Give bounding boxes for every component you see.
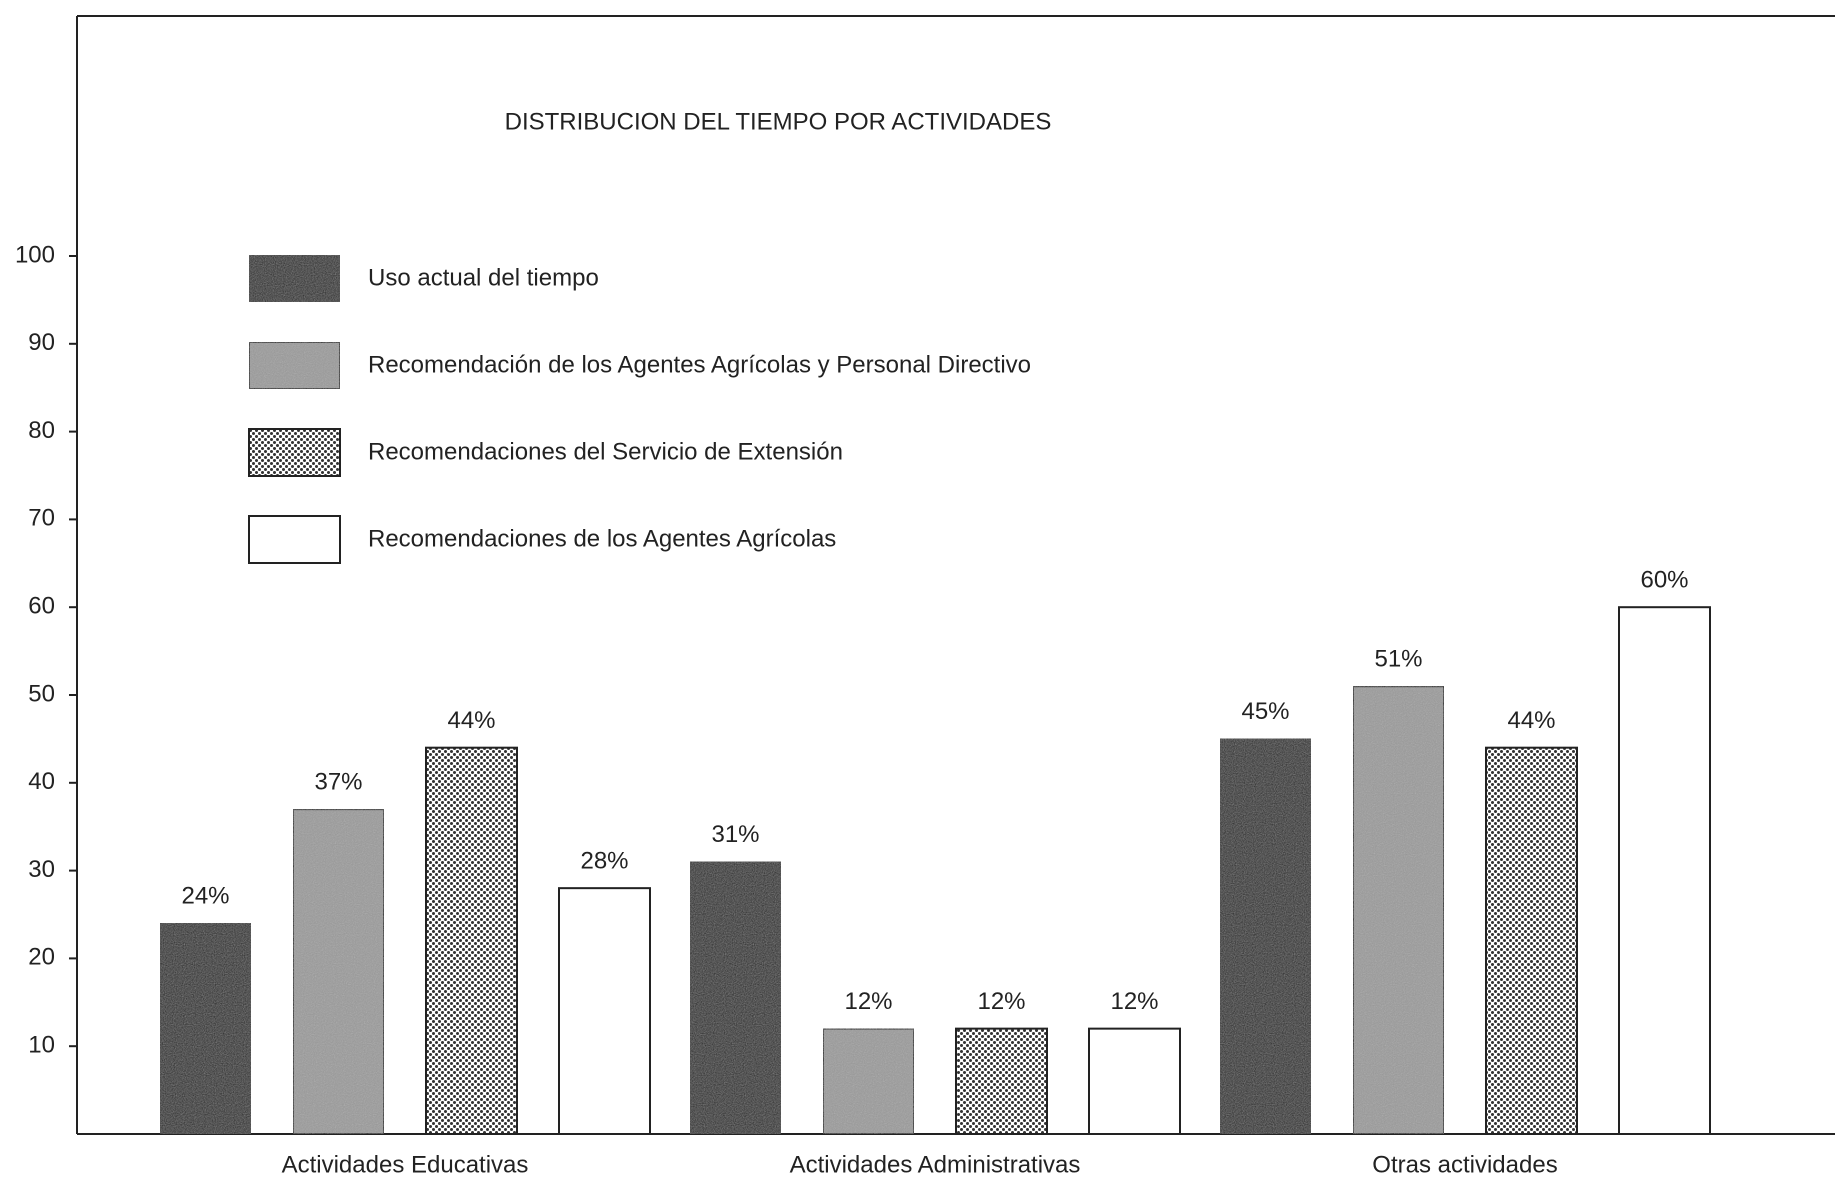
- bar: [955, 1027, 1048, 1136]
- y-tick-label: 100: [15, 241, 55, 268]
- legend-label: Recomendación de los Agentes Agrícolas y…: [368, 351, 1031, 378]
- x-tick-label: Actividades Administrativas: [790, 1151, 1081, 1178]
- value-label: 24%: [181, 883, 229, 910]
- value-label: 28%: [580, 848, 628, 875]
- legend-label: Recomendaciones del Servicio de Extensió…: [368, 438, 843, 465]
- bar: [292, 808, 385, 1135]
- y-tick-label: 60: [28, 593, 55, 620]
- value-label: 60%: [1640, 567, 1688, 594]
- y-tick-label: 70: [28, 505, 55, 532]
- value-label: 51%: [1374, 646, 1422, 673]
- bar: [1352, 685, 1445, 1135]
- legend-swatch: [248, 341, 341, 390]
- value-label: 44%: [1507, 707, 1555, 734]
- frame: [76, 15, 1835, 1134]
- y-tick-label: 50: [28, 680, 55, 707]
- bar: [1219, 737, 1312, 1136]
- legend-swatch: [248, 515, 341, 564]
- bar: [558, 887, 651, 1135]
- chart-title: DISTRIBUCION DEL TIEMPO POR ACTIVIDADES: [505, 108, 1052, 135]
- bar: [1088, 1027, 1181, 1136]
- bar: [159, 922, 252, 1136]
- y-tick-label: 10: [28, 1032, 55, 1059]
- bar: [425, 746, 518, 1135]
- value-label: 31%: [711, 821, 759, 848]
- bar: [1485, 746, 1578, 1135]
- y-tick-label: 40: [28, 768, 55, 795]
- y-tick-label: 80: [28, 417, 55, 444]
- value-label: 12%: [1110, 988, 1158, 1015]
- y-tick-label: 30: [28, 856, 55, 883]
- legend-swatch: [248, 428, 341, 477]
- y-tick-label: 20: [28, 944, 55, 971]
- value-label: 44%: [447, 707, 495, 734]
- value-label: 12%: [844, 988, 892, 1015]
- y-tick-label: 90: [28, 329, 55, 356]
- x-tick-label: Otras actividades: [1372, 1151, 1557, 1178]
- bar: [822, 1027, 915, 1136]
- legend-label: Recomendaciones de los Agentes Agrícolas: [368, 525, 836, 552]
- value-label: 45%: [1241, 698, 1289, 725]
- bar: [689, 860, 782, 1135]
- legend-swatch: [248, 254, 341, 303]
- value-label: 37%: [314, 768, 362, 795]
- x-tick-label: Actividades Educativas: [282, 1151, 529, 1178]
- bar: [1618, 606, 1711, 1135]
- legend-label: Uso actual del tiempo: [368, 264, 599, 291]
- value-label: 12%: [977, 988, 1025, 1015]
